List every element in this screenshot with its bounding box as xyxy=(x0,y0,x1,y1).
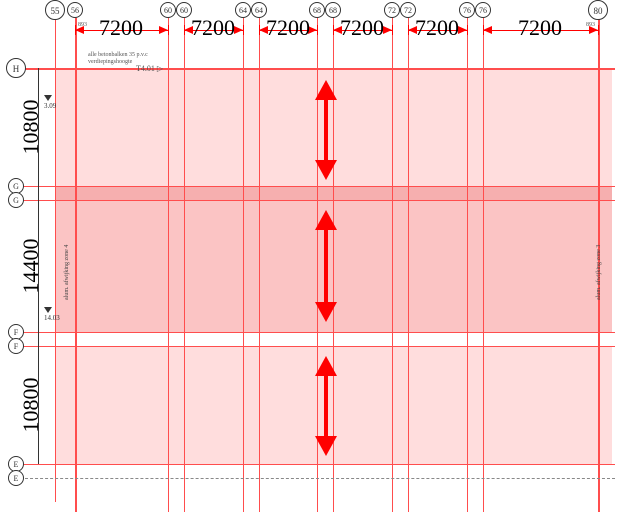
bubble-55: 55 xyxy=(45,0,65,20)
hline-F2 xyxy=(20,346,615,347)
hline-H xyxy=(20,68,615,70)
level-triangle-icon xyxy=(44,95,52,101)
bubble-68a: 68 xyxy=(309,2,325,18)
tick-4 xyxy=(243,25,244,35)
level-mark-2: 14.03 xyxy=(44,306,60,322)
bubble-G2: G xyxy=(8,192,24,208)
bubble-76b: 76 xyxy=(475,2,491,18)
dim-v-1-text: 10800 xyxy=(18,100,44,155)
diagram-stage: 55 56 60 60 64 64 68 68 72 72 76 76 80 H… xyxy=(0,0,617,515)
tick-9 xyxy=(408,25,409,35)
bubble-H: H xyxy=(6,58,26,78)
dim-h-6-text: 7200 xyxy=(518,15,562,41)
tick-8 xyxy=(392,25,393,35)
tick-11 xyxy=(483,25,484,35)
hline-G1 xyxy=(20,186,615,187)
tick-1 xyxy=(75,25,76,35)
hline-E2 xyxy=(20,478,615,480)
dim-v-2-text: 14400 xyxy=(18,239,44,294)
vline-56 xyxy=(75,18,77,512)
tick-6 xyxy=(317,25,318,35)
vline-72a xyxy=(392,18,393,512)
arrow-head-down-icon xyxy=(315,302,337,322)
vline-60b xyxy=(184,18,185,512)
bubble-80: 80 xyxy=(588,0,608,20)
hline-E1 xyxy=(20,464,615,465)
bubble-60b: 60 xyxy=(176,2,192,18)
dim-v-3-text: 10800 xyxy=(18,378,44,433)
left-dim-line xyxy=(38,68,39,464)
tick-12 xyxy=(598,25,599,35)
legend-line1: alle betonbalken 35 p.v.c xyxy=(88,52,148,58)
legend-line3: T4.01 ▷ xyxy=(136,64,163,73)
bubble-72b: 72 xyxy=(400,2,416,18)
double-arrow-3 xyxy=(324,374,328,438)
vline-76a xyxy=(467,18,468,512)
vline-72b xyxy=(408,18,409,512)
side-label-left: alum. afwijking zone 4 xyxy=(64,245,70,300)
hline-G2 xyxy=(20,200,615,201)
level-mark-1: 3.09 xyxy=(44,94,56,110)
dim-h-2-text: 7200 xyxy=(191,15,235,41)
tick-10 xyxy=(467,25,468,35)
vline-76b xyxy=(483,18,484,512)
bubble-64a: 64 xyxy=(235,2,251,18)
bubble-F2: F xyxy=(8,338,24,354)
bubble-E2: E xyxy=(8,470,24,486)
side-label-right: alum. afwijking zone 3 xyxy=(596,245,602,300)
tick-2 xyxy=(168,25,169,35)
arrow-head-up-icon xyxy=(315,210,337,230)
bubble-64b: 64 xyxy=(251,2,267,18)
arrow-head-up-icon xyxy=(315,80,337,100)
dim-small-right: 893 xyxy=(586,22,595,28)
tick-7 xyxy=(333,25,334,35)
bubble-68b: 68 xyxy=(325,2,341,18)
double-arrow-1 xyxy=(324,98,328,162)
dim-h-4-text: 7200 xyxy=(340,15,384,41)
arrow-head-up-icon xyxy=(315,356,337,376)
arrow-head-down-icon xyxy=(315,160,337,180)
double-arrow-2 xyxy=(324,228,328,304)
bubble-76a: 76 xyxy=(459,2,475,18)
level-value-1: 3.09 xyxy=(44,102,56,110)
dim-h-5-text: 7200 xyxy=(415,15,459,41)
legend-line2: verdiepingshoogte xyxy=(88,59,132,65)
bubble-56: 56 xyxy=(67,2,83,18)
level-triangle-icon xyxy=(44,307,52,313)
dim-h-3-text: 7200 xyxy=(266,15,310,41)
tick-3 xyxy=(184,25,185,35)
vline-60a xyxy=(168,18,169,512)
vline-64b xyxy=(259,18,260,512)
hline-F1 xyxy=(20,332,615,333)
level-value-2: 14.03 xyxy=(44,314,60,322)
arrow-head-down-icon xyxy=(315,436,337,456)
tick-5 xyxy=(259,25,260,35)
dim-h-1-text: 7200 xyxy=(99,15,143,41)
vline-64a xyxy=(243,18,244,512)
vline-55 xyxy=(55,18,56,502)
bubble-60a: 60 xyxy=(160,2,176,18)
bubble-72a: 72 xyxy=(384,2,400,18)
